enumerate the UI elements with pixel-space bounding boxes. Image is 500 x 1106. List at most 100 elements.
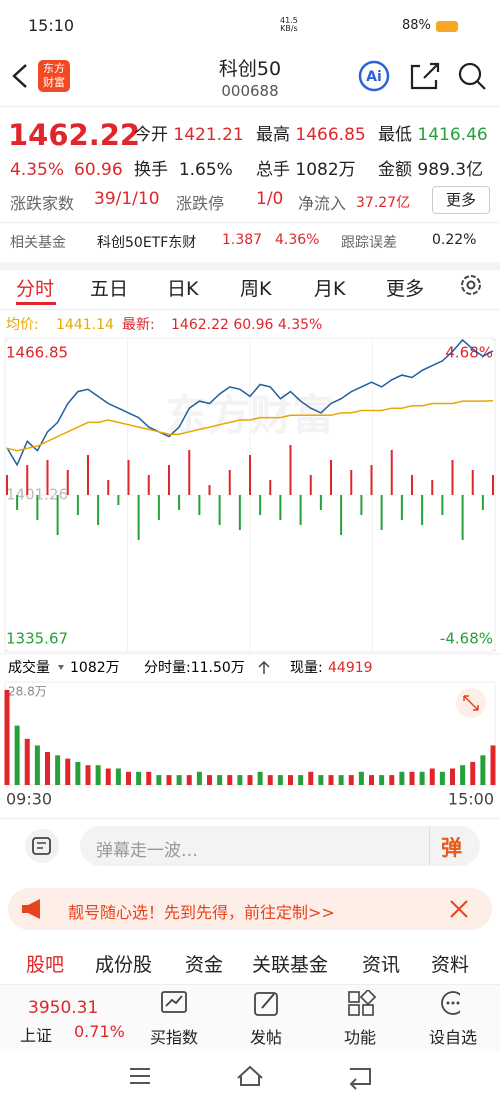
y-tick-label: 1466.85 [6, 344, 68, 362]
flow-bar [411, 475, 413, 495]
settings[interactable] [458, 272, 484, 298]
value: 989.3亿 [417, 160, 484, 180]
volume-bar [419, 771, 425, 785]
volume-bar [227, 775, 233, 785]
volume-bar [95, 765, 101, 785]
flow-bar [289, 445, 292, 495]
volume-bar [328, 775, 334, 785]
tab[interactable]: 资讯 [362, 954, 401, 976]
dropdown [58, 665, 64, 670]
volume-bar [399, 771, 405, 785]
value: 1416.46 [417, 125, 488, 145]
action[interactable]: 买指数 [150, 1028, 199, 1047]
close[interactable] [448, 898, 470, 920]
price: 1462.22 [8, 118, 141, 152]
flow-bar [299, 495, 302, 525]
limit: 1/0 [256, 189, 284, 209]
flow-bar [461, 495, 464, 540]
flow-bar [208, 485, 211, 495]
danmu-icon[interactable] [22, 828, 62, 864]
flow-bar [76, 495, 79, 515]
flow-bar [309, 475, 312, 495]
volume-bar [369, 775, 374, 785]
stat: 换手 1.65% [134, 155, 233, 180]
more-button[interactable]: 更多 [432, 186, 490, 214]
label: 金额 [378, 160, 412, 180]
tab[interactable]: 分时 [16, 278, 55, 300]
flow-bar [249, 455, 251, 495]
volume-bar [348, 775, 354, 785]
flow-bar [400, 495, 403, 520]
flow-bar [421, 495, 424, 525]
tab[interactable]: 资金 [185, 954, 224, 976]
volume-bar [267, 775, 273, 785]
net-speed: 41.5 KB/s [280, 17, 298, 33]
y-tick-label: 1335.67 [6, 630, 68, 648]
label: 涨跌停 [176, 194, 225, 213]
flow-bar [218, 495, 221, 525]
index-pct: 0.71% [74, 1022, 125, 1041]
tab[interactable]: 五日 [90, 278, 129, 300]
change: 60.96 [74, 160, 123, 180]
current: 44919 [328, 660, 373, 676]
header-icons[interactable]: Ai [356, 60, 488, 92]
flow-bar [492, 475, 494, 495]
placeholder: 弹幕走一波… [96, 841, 198, 861]
flow-bar [66, 470, 69, 495]
legend-label: 最新: [122, 317, 155, 333]
volume-bar [196, 771, 202, 785]
action[interactable]: 发帖 [250, 1028, 283, 1047]
volume-bar [115, 768, 121, 785]
tab[interactable]: 成份股 [95, 954, 153, 976]
tab[interactable]: 月K [314, 278, 346, 300]
divider [0, 222, 500, 223]
volume-bar [4, 690, 10, 785]
danmu-button[interactable]: 弹 [441, 836, 462, 860]
tab[interactable]: 日K [167, 278, 199, 300]
tab[interactable]: 周K [240, 278, 272, 300]
flow-bar [46, 460, 49, 495]
tab[interactable]: 股吧 [26, 954, 65, 976]
flow-bar [188, 450, 191, 495]
danmu-input[interactable] [80, 826, 480, 866]
action[interactable]: 设自选 [429, 1028, 478, 1047]
volume-bar [166, 775, 172, 785]
volume-bar [450, 768, 455, 785]
flow-bar [259, 495, 262, 515]
volume-bar [490, 745, 496, 785]
tab[interactable]: 更多 [386, 278, 425, 300]
action[interactable]: 功能 [344, 1028, 377, 1047]
fund-name[interactable]: 科创50ETF东财 [97, 235, 197, 251]
back[interactable] [8, 62, 32, 90]
volume-bar [429, 768, 435, 785]
index-name: 上证 [20, 1026, 53, 1045]
horn [22, 899, 40, 919]
flow-bar [178, 495, 181, 510]
tab[interactable]: 资料 [431, 954, 470, 976]
legend-value: 1462.22 60.96 4.35% [171, 317, 322, 333]
separator [429, 826, 430, 866]
volume-bar [277, 775, 283, 785]
volume-bar [470, 761, 476, 785]
flow-bar [340, 495, 343, 535]
volume-bar [136, 771, 142, 785]
logo: 东方 财富 [38, 60, 70, 92]
flow-bar [26, 465, 29, 495]
stat: 今开 1421.21 [134, 120, 244, 145]
flow-bar [157, 495, 160, 520]
banner[interactable] [8, 888, 492, 930]
code: 000688 [221, 82, 279, 100]
current-label: 现量: [290, 660, 323, 676]
volume-bar [14, 725, 20, 785]
fund-err: 0.22% [432, 232, 477, 248]
label: 最高 [256, 125, 290, 145]
stat: 最高 1466.85 [256, 120, 366, 145]
flow-bar [36, 495, 39, 520]
flow-bar [370, 465, 373, 495]
value: 1082万 [295, 160, 356, 180]
volume-bar [85, 765, 91, 785]
tab[interactable]: 关联基金 [252, 954, 329, 976]
fund-price: 1.387 [222, 232, 263, 248]
flow-bar [441, 495, 444, 515]
label: 最低 [378, 125, 412, 145]
